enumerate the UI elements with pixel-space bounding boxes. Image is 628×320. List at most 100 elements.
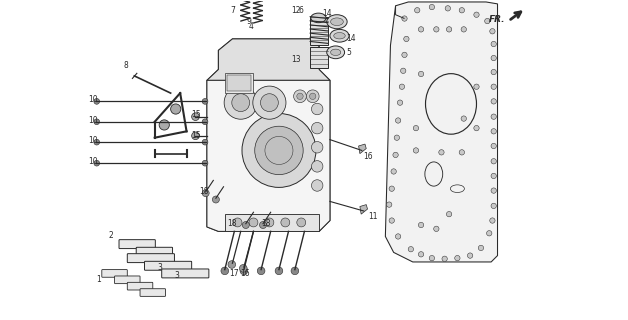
Circle shape: [445, 6, 450, 11]
Circle shape: [402, 52, 407, 58]
Ellipse shape: [327, 15, 347, 29]
Circle shape: [490, 28, 495, 34]
Circle shape: [171, 104, 181, 114]
Circle shape: [491, 55, 496, 61]
Polygon shape: [360, 204, 367, 214]
Circle shape: [212, 196, 219, 203]
Ellipse shape: [330, 18, 344, 26]
Circle shape: [439, 150, 444, 155]
Text: 16: 16: [241, 269, 250, 278]
Circle shape: [418, 27, 424, 32]
Polygon shape: [207, 39, 330, 80]
Text: 15: 15: [192, 131, 201, 140]
Bar: [310, 17, 328, 45]
Circle shape: [459, 150, 465, 155]
Bar: [225, 73, 254, 93]
Circle shape: [257, 267, 265, 275]
Circle shape: [291, 267, 299, 275]
Text: 2: 2: [109, 231, 114, 240]
Circle shape: [386, 202, 392, 207]
Circle shape: [408, 246, 413, 252]
Circle shape: [255, 126, 303, 175]
Circle shape: [202, 99, 208, 104]
Circle shape: [94, 119, 100, 124]
Circle shape: [202, 139, 208, 145]
Circle shape: [404, 36, 409, 42]
Circle shape: [398, 100, 403, 105]
Circle shape: [221, 267, 229, 275]
Circle shape: [393, 152, 398, 157]
Circle shape: [159, 120, 170, 130]
Circle shape: [399, 84, 404, 89]
Text: 15: 15: [192, 110, 201, 119]
Circle shape: [474, 84, 479, 89]
Circle shape: [491, 69, 496, 75]
Circle shape: [491, 129, 496, 134]
Circle shape: [242, 114, 316, 188]
Polygon shape: [359, 144, 366, 154]
Text: FR.: FR.: [489, 15, 505, 24]
Bar: [310, 47, 328, 68]
Circle shape: [401, 68, 406, 74]
Circle shape: [294, 90, 306, 103]
Circle shape: [491, 203, 496, 209]
Bar: [227, 75, 251, 91]
Circle shape: [491, 84, 496, 89]
Circle shape: [474, 12, 479, 17]
Ellipse shape: [327, 46, 345, 59]
Text: 18: 18: [200, 188, 209, 196]
Circle shape: [413, 125, 419, 131]
Circle shape: [202, 119, 208, 124]
FancyBboxPatch shape: [161, 269, 209, 278]
Circle shape: [249, 218, 258, 227]
FancyBboxPatch shape: [144, 261, 192, 270]
Circle shape: [281, 218, 290, 227]
Circle shape: [311, 103, 323, 115]
Ellipse shape: [330, 49, 341, 55]
FancyBboxPatch shape: [136, 247, 173, 256]
Circle shape: [311, 161, 323, 172]
Text: 1: 1: [96, 275, 101, 284]
Circle shape: [485, 19, 490, 24]
Circle shape: [310, 93, 316, 100]
Text: 7: 7: [230, 6, 235, 15]
Circle shape: [461, 116, 467, 121]
Circle shape: [461, 27, 467, 32]
Circle shape: [389, 218, 394, 223]
Circle shape: [261, 94, 278, 112]
Circle shape: [94, 160, 100, 166]
FancyBboxPatch shape: [140, 289, 166, 296]
Circle shape: [413, 148, 419, 153]
Circle shape: [434, 226, 439, 231]
Circle shape: [491, 188, 496, 193]
Circle shape: [233, 218, 242, 227]
Circle shape: [94, 99, 100, 104]
Circle shape: [491, 114, 496, 119]
Circle shape: [311, 141, 323, 153]
Circle shape: [474, 125, 479, 131]
Circle shape: [491, 143, 496, 149]
Circle shape: [192, 132, 199, 140]
Text: 4: 4: [249, 22, 254, 31]
Text: 14: 14: [346, 35, 356, 44]
Circle shape: [434, 27, 439, 32]
Circle shape: [447, 27, 452, 32]
Text: 16: 16: [364, 152, 373, 161]
FancyBboxPatch shape: [127, 254, 175, 263]
Circle shape: [396, 118, 401, 123]
Text: 5: 5: [347, 48, 352, 58]
Circle shape: [265, 218, 274, 227]
Circle shape: [259, 221, 266, 228]
FancyBboxPatch shape: [119, 240, 155, 249]
Polygon shape: [386, 2, 497, 262]
Text: 6: 6: [299, 6, 304, 15]
Circle shape: [429, 4, 435, 10]
Polygon shape: [207, 80, 330, 231]
Circle shape: [202, 160, 208, 166]
Text: 18: 18: [228, 219, 237, 228]
Circle shape: [459, 8, 465, 13]
Text: 11: 11: [368, 212, 377, 220]
FancyBboxPatch shape: [114, 276, 140, 284]
Ellipse shape: [330, 29, 349, 42]
Circle shape: [311, 180, 323, 191]
